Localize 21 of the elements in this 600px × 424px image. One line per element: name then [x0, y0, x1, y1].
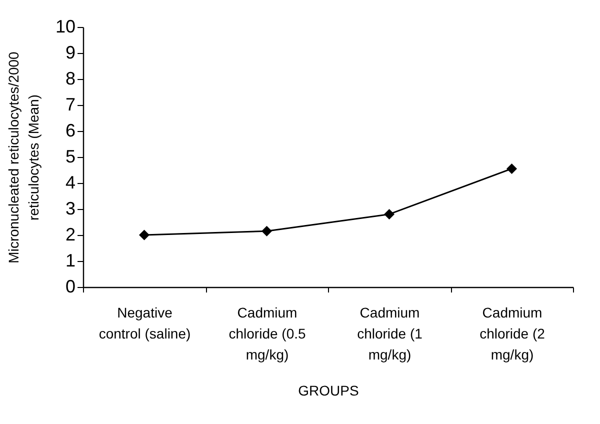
- x-tick-label: Cadmium chloride (2 mg/kg): [480, 304, 546, 362]
- point: [384, 208, 394, 220]
- y-tick-label: 1: [65, 250, 76, 270]
- y-axis-title: Micronucleated reticulocytes/2000 reticulocytes (Mean): [5, 51, 42, 264]
- point: [506, 163, 517, 174]
- x-tick-label: Cadmium chloride (0.5 mg/kg): [228, 304, 306, 362]
- point: [139, 230, 150, 240]
- x-tick-label: Negative control (saline): [98, 304, 191, 342]
- y-tick-label: 8: [65, 68, 76, 88]
- y-tick-label: 10: [55, 16, 76, 36]
- x-axis-title: GROUPS: [298, 382, 359, 398]
- y-tick-label: 3: [65, 198, 76, 218]
- point: [262, 226, 272, 236]
- y-tick-label: 6: [65, 120, 76, 140]
- y-tick-label: 9: [65, 42, 76, 62]
- y-tick-label: 5: [65, 146, 76, 166]
- y-tick-label: 2: [65, 224, 76, 244]
- y-tick-label: 0: [65, 276, 76, 296]
- y-tick-label: 7: [65, 94, 76, 114]
- y-tick-label: 4: [65, 172, 76, 192]
- x-tick-label: Cadmium chloride (1 mg/kg): [357, 304, 423, 362]
